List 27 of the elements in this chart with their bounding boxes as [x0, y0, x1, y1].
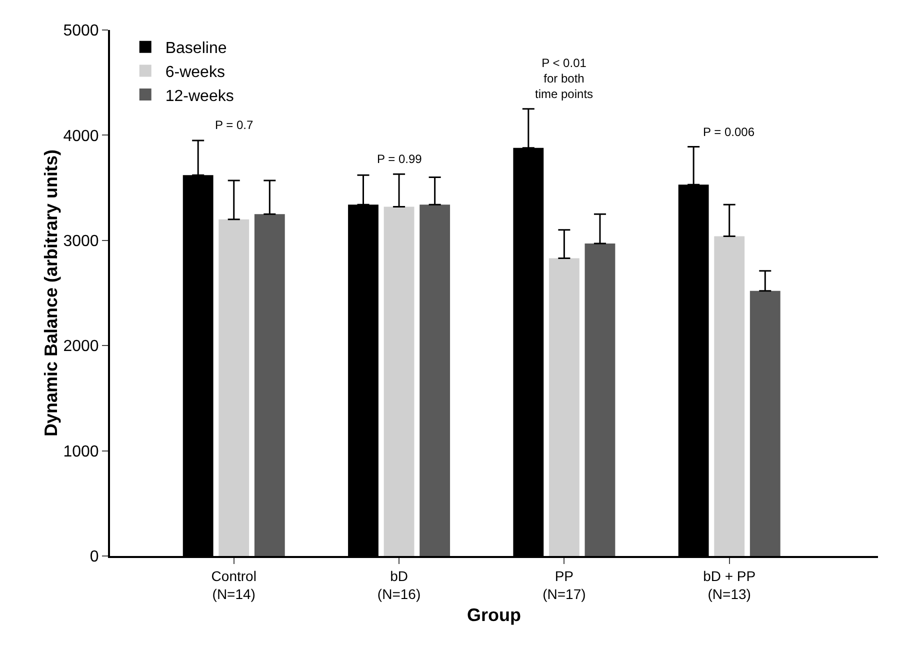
y-tick-label: 2000 [63, 338, 99, 356]
y-tick-label: 5000 [63, 22, 99, 40]
x-tick-label: Control (N=14) [211, 568, 256, 602]
bar [218, 219, 250, 556]
bar [584, 244, 616, 556]
legend-label: 12-weeks [165, 88, 234, 105]
y-tick-label: 1000 [63, 443, 99, 460]
x-tick-label: bD + PP (N=13) [703, 568, 756, 602]
y-tick-label: 3000 [63, 233, 99, 250]
annotation: P = 0.7 [215, 118, 254, 132]
legend-label: Baseline [165, 40, 227, 58]
x-tick-label: PP (N=17) [542, 568, 586, 602]
x-tick-label: bD (N=16) [377, 568, 421, 602]
y-tick-label: 0 [90, 548, 99, 566]
bar [384, 206, 414, 556]
annotation: P = 0.006 [703, 125, 755, 139]
bar [750, 290, 780, 556]
bar [548, 258, 580, 556]
annotation: P < 0.01 for both time points [535, 56, 594, 102]
legend-label: 6-weeks [165, 64, 225, 81]
y-tick-label: 4000 [63, 128, 99, 145]
bar [254, 214, 285, 556]
bar [420, 204, 450, 556]
y-axis-title: Dynamic Balance (arbitrary units) [41, 149, 62, 437]
annotation: P = 0.99 [377, 152, 422, 166]
bar [714, 236, 745, 556]
x-axis-title: Group [467, 605, 521, 625]
